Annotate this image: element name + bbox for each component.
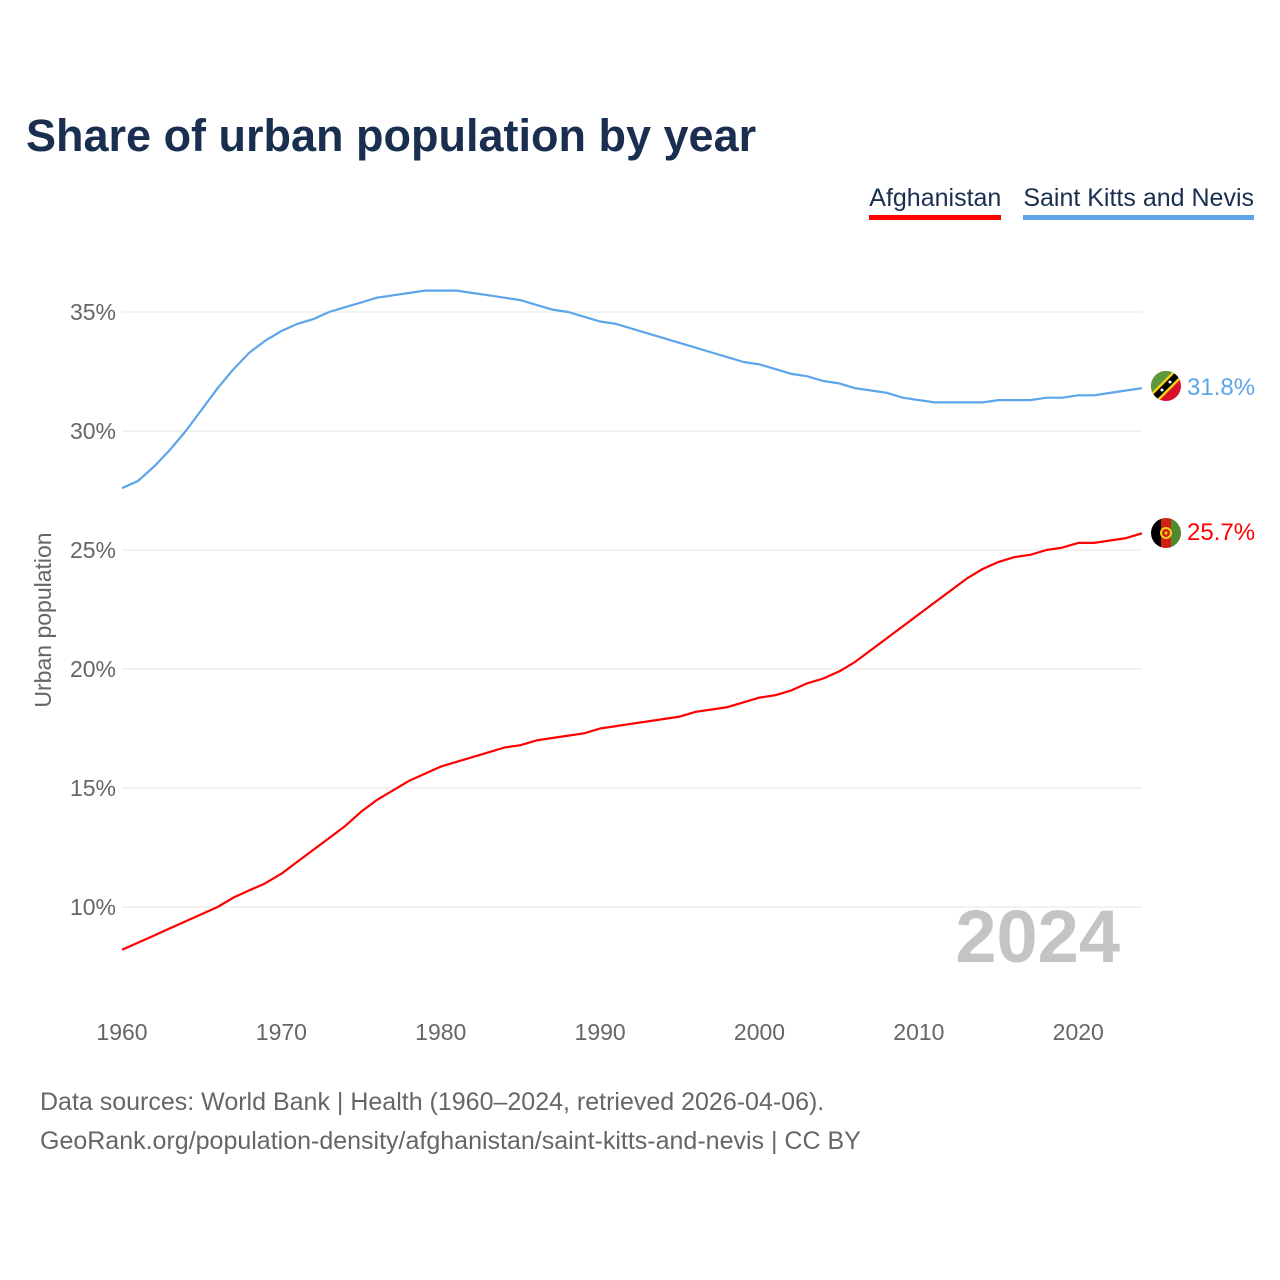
series-line-afghanistan [121, 532, 1143, 951]
series-line-saint-kitts-and-nevis [121, 289, 1143, 490]
y-tick-label: 20% [70, 656, 116, 682]
y-tick-label: 25% [70, 537, 116, 563]
y-tick-label: 30% [70, 418, 116, 444]
y-tick-label: 10% [70, 894, 116, 920]
x-tick-label: 1990 [575, 1019, 626, 1045]
y-axis-label: Urban population [30, 532, 56, 707]
x-tick-label: 2020 [1053, 1019, 1104, 1045]
chart-title: Share of urban population by year [26, 110, 757, 161]
flag-afghanistan-icon [1151, 518, 1181, 548]
flag-saint-kitts-and-nevis-icon [1151, 371, 1181, 401]
year-watermark: 2024 [955, 895, 1120, 978]
x-tick-label: 2010 [893, 1019, 944, 1045]
footer-link[interactable]: GeoRank.org/population-density/afghanist… [40, 1127, 861, 1155]
footer-sources: Data sources: World Bank | Health (1960–… [40, 1088, 825, 1116]
end-label-afghanistan: 25.7% [1187, 519, 1255, 546]
x-tick-label: 1970 [256, 1019, 307, 1045]
legend-afghanistan[interactable]: Afghanistan [869, 184, 1002, 220]
legend: Afghanistan Saint Kitts and Nevis [869, 184, 1254, 220]
end-label-saint-kitts-and-nevis: 31.8% [1187, 374, 1255, 401]
x-tick-label: 1960 [96, 1019, 147, 1045]
x-tick-label: 1980 [415, 1019, 466, 1045]
x-tick-label: 2000 [734, 1019, 785, 1045]
legend-saint-kitts-and-nevis[interactable]: Saint Kitts and Nevis [1023, 184, 1254, 220]
y-tick-label: 35% [70, 299, 116, 325]
y-tick-label: 15% [70, 775, 116, 801]
